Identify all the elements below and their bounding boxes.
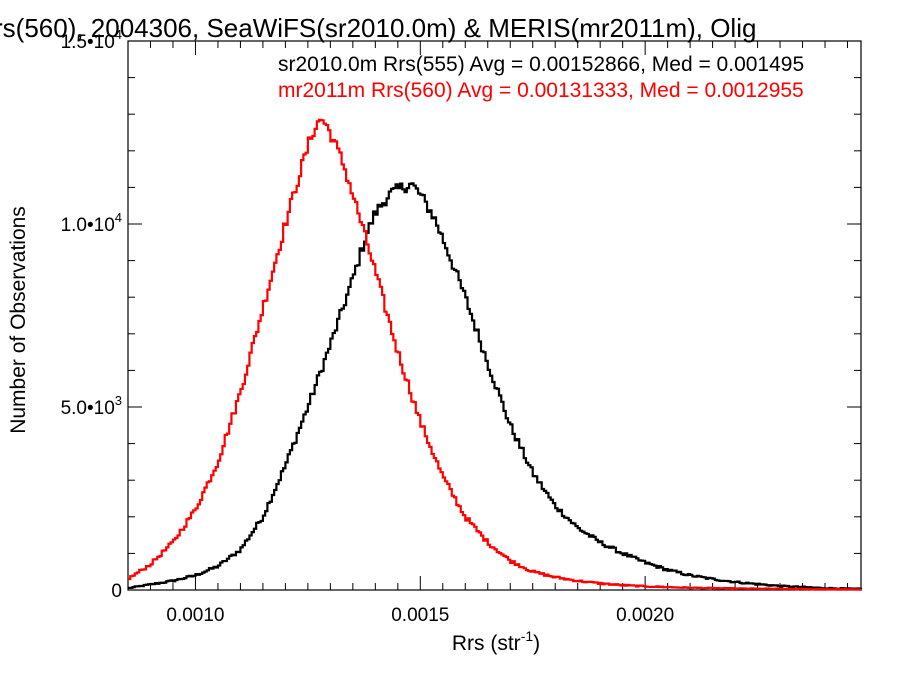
y-tick-label: 0 bbox=[111, 581, 122, 602]
x-tick-label: 0.0010 bbox=[166, 605, 224, 626]
chart-title: rs(560), 2004306, SeaWiFS(sr2010.0m) & M… bbox=[0, 13, 756, 43]
x-tick-label: 0.0015 bbox=[391, 605, 449, 626]
axes: 0.0010 0.0015 0.0020 0 5.0•103 1.0•104 1.5•104 bbox=[61, 27, 862, 626]
y-tick-label: 5.0•103 bbox=[61, 393, 122, 419]
x-axis-label-sup: -1 bbox=[521, 628, 534, 644]
x-tick-label: 0.0020 bbox=[616, 605, 674, 626]
histogram-series-1 bbox=[128, 118, 863, 591]
histogram-series-0 bbox=[128, 182, 863, 590]
y-axis-label: Number of Observations bbox=[7, 206, 30, 434]
y-tick-label: 1.5•104 bbox=[61, 27, 122, 53]
text-layer: rs(560), 2004306, SeaWiFS(sr2010.0m) & M… bbox=[0, 13, 804, 655]
series-layer bbox=[128, 118, 863, 591]
x-axis-label: Rrs (str-1) bbox=[452, 628, 540, 655]
y-tick-label: 1.0•104 bbox=[61, 210, 122, 236]
x-axis-label-main: Rrs (str bbox=[452, 632, 521, 655]
plot-frame bbox=[127, 40, 862, 591]
x-axis-label-close: ) bbox=[533, 632, 540, 655]
legend-entry-sr2010: sr2010.0m Rrs(555) Avg = 0.00152866, Med… bbox=[278, 53, 804, 76]
legend-entry-mr2011: mr2011m Rrs(560) Avg = 0.00131333, Med =… bbox=[278, 79, 804, 102]
